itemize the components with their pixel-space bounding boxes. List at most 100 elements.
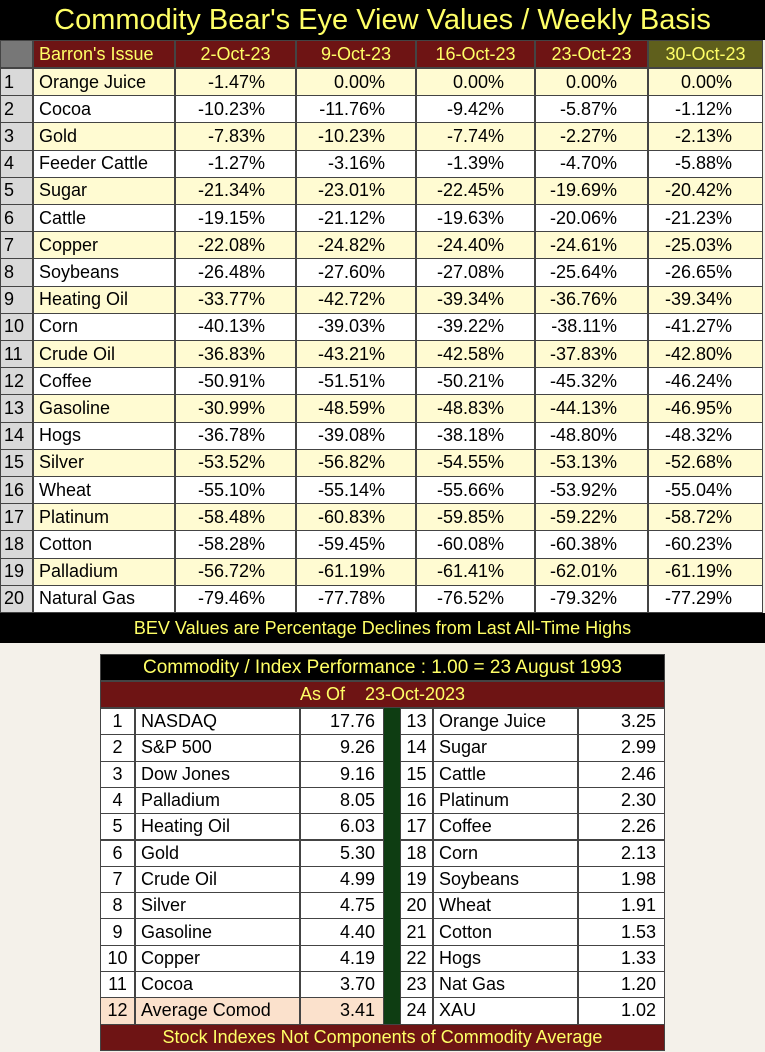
commodity-name: Orange Juice <box>33 68 175 97</box>
item-name: Average Comod <box>135 997 300 1025</box>
rank: 16 <box>400 786 433 815</box>
rank: 13 <box>400 708 433 736</box>
bev-value: -55.14% <box>296 476 416 505</box>
bev-value: -19.63% <box>416 204 535 233</box>
bev-value: -19.69% <box>535 176 648 205</box>
rank: 11 <box>100 971 135 999</box>
performance-value: 2.26 <box>578 813 665 841</box>
rank: 2 <box>100 734 135 762</box>
bev-value: -1.27% <box>175 149 296 178</box>
rank: 22 <box>400 944 433 972</box>
performance-value: 4.75 <box>300 892 384 920</box>
bev-value: -48.32% <box>648 421 763 450</box>
commodity-name: Gold <box>33 122 175 151</box>
performance-value: 2.99 <box>578 734 665 762</box>
item-name: Cocoa <box>135 971 300 999</box>
bev-value: -39.34% <box>648 285 763 314</box>
bev-value: -61.19% <box>296 557 416 586</box>
bev-value: -51.51% <box>296 367 416 396</box>
bev-value: -76.52% <box>416 584 535 613</box>
rank: 8 <box>100 892 135 920</box>
commodity-name: Cattle <box>33 204 175 233</box>
bev-value: -39.34% <box>416 285 535 314</box>
commodity-name: Gasoline <box>33 394 175 423</box>
item-name: Coffee <box>433 813 578 841</box>
bev-value: -40.13% <box>175 312 296 341</box>
row-index: 5 <box>0 176 33 205</box>
item-name: S&P 500 <box>135 734 300 762</box>
item-name: Dow Jones <box>135 760 300 788</box>
rank: 18 <box>400 839 433 867</box>
commodity-name: Feeder Cattle <box>33 149 175 178</box>
item-name: NASDAQ <box>135 708 300 736</box>
bev-value: -53.13% <box>535 448 648 477</box>
bev-value: -46.24% <box>648 367 763 396</box>
performance-value: 9.26 <box>300 734 384 762</box>
performance-value: 1.53 <box>578 918 665 946</box>
commodity-name: Soybeans <box>33 258 175 287</box>
bev-value: -4.70% <box>535 149 648 178</box>
commodity-name: Crude Oil <box>33 340 175 369</box>
bev-value: -43.21% <box>296 340 416 369</box>
commodity-name: Heating Oil <box>33 285 175 314</box>
bev-value: -60.38% <box>535 530 648 559</box>
bev-value: 0.00% <box>648 68 763 97</box>
performance-value: 17.76 <box>300 708 384 736</box>
item-name: Soybeans <box>433 865 578 894</box>
row-index: 10 <box>0 312 33 341</box>
bev-value: -48.59% <box>296 394 416 423</box>
bev-value: -22.45% <box>416 176 535 205</box>
bev-value: 0.00% <box>296 68 416 97</box>
bev-value: -59.22% <box>535 503 648 532</box>
column-header: 16-Oct-23 <box>416 40 535 68</box>
row-index: 2 <box>0 95 33 124</box>
column-header: 30-Oct-23 <box>648 40 763 68</box>
row-index: 20 <box>0 584 33 613</box>
row-index: 1 <box>0 68 33 97</box>
column-header: 23-Oct-23 <box>535 40 648 68</box>
bev-value: -30.99% <box>175 394 296 423</box>
bev-value: -33.77% <box>175 285 296 314</box>
bev-value: -42.80% <box>648 340 763 369</box>
performance-value: 1.33 <box>578 944 665 972</box>
bev-value: -10.23% <box>296 122 416 151</box>
title: Commodity Bear's Eye View Values / Weekl… <box>0 0 765 40</box>
bev-value: -56.82% <box>296 448 416 477</box>
rank: 5 <box>100 813 135 841</box>
bev-value: -62.01% <box>535 557 648 586</box>
bev-value: -20.06% <box>535 204 648 233</box>
bev-value: -60.08% <box>416 530 535 559</box>
row-index: 6 <box>0 204 33 233</box>
commodity-name: Cotton <box>33 530 175 559</box>
row-index: 13 <box>0 394 33 423</box>
note: BEV Values are Percentage Declines from … <box>0 613 765 643</box>
performance-value: 8.05 <box>300 786 384 815</box>
row-index: 4 <box>0 149 33 178</box>
bev-value: -77.78% <box>296 584 416 613</box>
rank: 1 <box>100 708 135 736</box>
divider <box>384 708 400 1024</box>
bev-value: -56.72% <box>175 557 296 586</box>
performance-value: 4.40 <box>300 918 384 946</box>
bev-value: -61.19% <box>648 557 763 586</box>
commodity-name: Platinum <box>33 503 175 532</box>
row-index: 3 <box>0 122 33 151</box>
performance-value: 4.99 <box>300 865 384 894</box>
row-index: 14 <box>0 421 33 450</box>
bev-value: -41.27% <box>648 312 763 341</box>
performance-value: 1.91 <box>578 892 665 920</box>
rank: 6 <box>100 839 135 867</box>
rank: 4 <box>100 786 135 815</box>
bev-value: -53.52% <box>175 448 296 477</box>
commodity-name: Cocoa <box>33 95 175 124</box>
rank: 24 <box>400 997 433 1025</box>
rank: 9 <box>100 918 135 946</box>
row-index: 8 <box>0 258 33 287</box>
rank: 12 <box>100 997 135 1025</box>
bev-value: -38.18% <box>416 421 535 450</box>
bev-value: -1.47% <box>175 68 296 97</box>
bev-value: -26.65% <box>648 258 763 287</box>
bev-value: -60.83% <box>296 503 416 532</box>
bev-value: -42.58% <box>416 340 535 369</box>
bev-value: -48.83% <box>416 394 535 423</box>
